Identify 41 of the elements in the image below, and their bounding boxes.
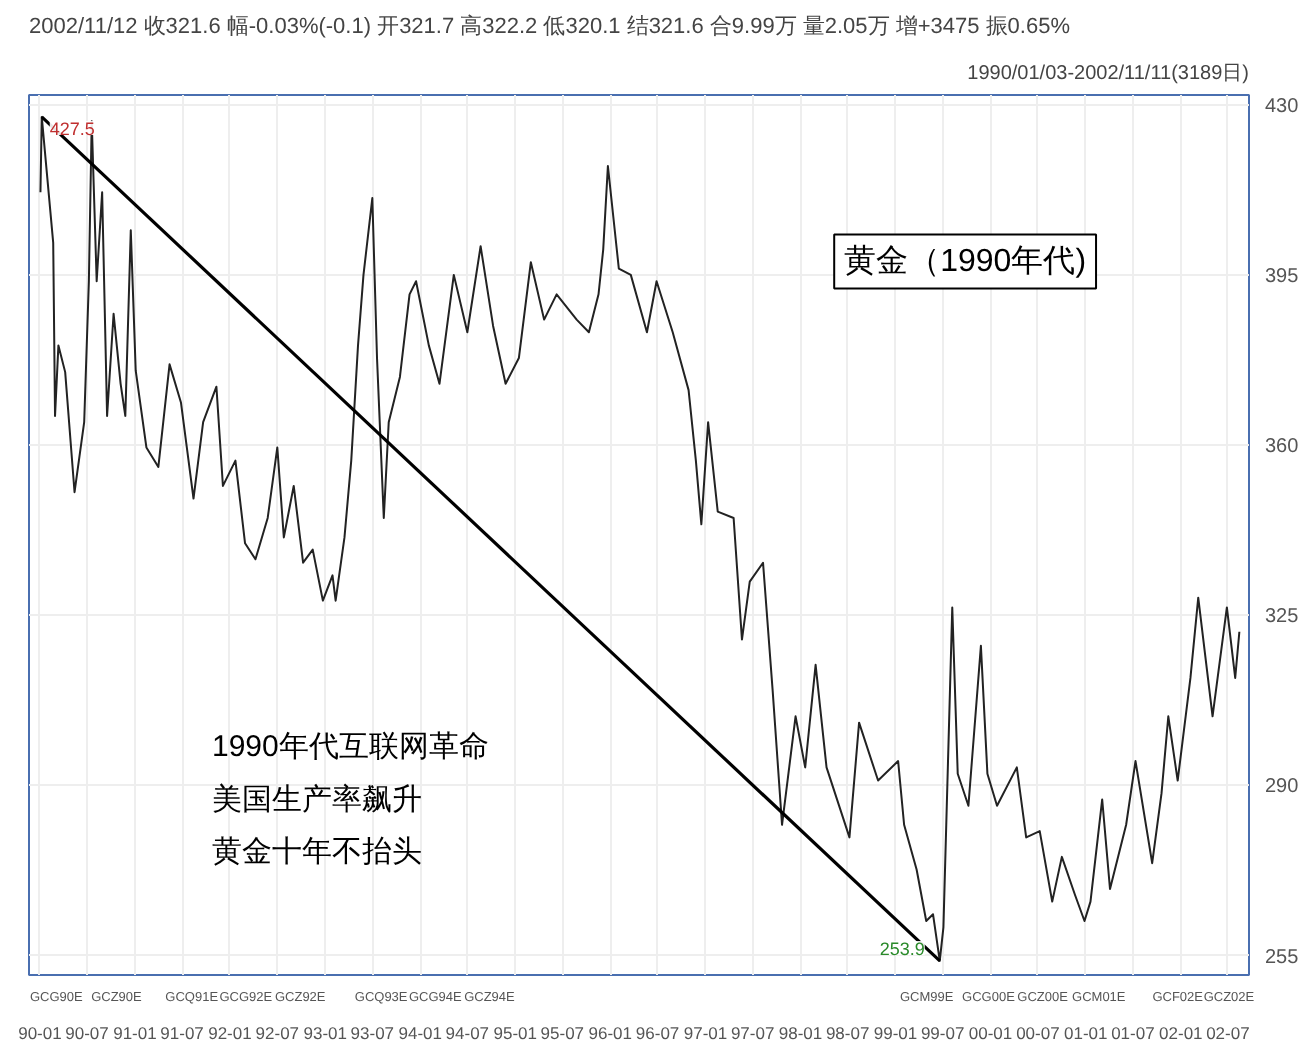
x-tick-label: 94-07: [445, 1023, 490, 1043]
x-tick-label: 98-07: [825, 1023, 870, 1043]
x-tick-label: 96-07: [635, 1023, 680, 1043]
x-tick-label: 93-01: [303, 1023, 348, 1043]
x-tick-label: 92-01: [208, 1023, 253, 1043]
x-tick-label: 99-07: [920, 1023, 965, 1043]
x-tick-label: 96-01: [588, 1023, 633, 1043]
y-tick-label: 430: [1265, 95, 1300, 118]
x-tick-label: 91-07: [160, 1023, 205, 1043]
y-tick-label: 360: [1265, 436, 1300, 459]
x-tick-label: 97-01: [683, 1023, 728, 1043]
x-tick-label: 02-07: [1206, 1023, 1251, 1043]
x-tick-label: 90-01: [18, 1023, 63, 1043]
annotation: 253.9: [879, 938, 925, 959]
annotation: 黄金十年不抬头: [212, 835, 422, 870]
y-tick-label: 290: [1265, 776, 1300, 799]
x-tick-label: 02-01: [1159, 1023, 1204, 1043]
x-tick-label: 01-01: [1064, 1023, 1109, 1043]
annotation: 美国生产率飙升: [212, 782, 422, 817]
x-tick-label: 97-07: [730, 1023, 775, 1043]
x-tick-label: 95-01: [493, 1023, 538, 1043]
chart-subtitle: 1990/01/03-2002/11/11(3189日): [967, 63, 1250, 85]
y-tick-label: 255: [1265, 946, 1300, 969]
x-tick-label: 91-01: [113, 1023, 158, 1043]
annotation: 黄金（1990年代): [844, 242, 1087, 279]
x-tick-label: 00-07: [1016, 1023, 1061, 1043]
x-tick-label: 01-07: [1111, 1023, 1156, 1043]
x-tick-label: 94-01: [398, 1023, 443, 1043]
x-tick-label: 99-01: [873, 1023, 918, 1043]
x-tick-label: 90-07: [65, 1023, 110, 1043]
x-tick-label: 00-01: [968, 1023, 1013, 1043]
annotation: 427.5: [49, 118, 95, 139]
chart-title: 2002/11/12 收321.6 幅-0.03%(-0.1) 开321.7 高322.2 低320.1 结321.6 合9.99万 量2.05万 增+3475 振0.65%: [29, 13, 1071, 39]
x-tick-label: 93-07: [350, 1023, 395, 1043]
x-tick-label: 92-07: [255, 1023, 300, 1043]
x-tick-label: 95-07: [540, 1023, 585, 1043]
line-series: [39, 115, 1241, 962]
annotation: 1990年代互联网革命: [212, 729, 489, 764]
y-tick-label: 395: [1265, 265, 1300, 288]
x-tick-label: 98-01: [778, 1023, 823, 1043]
y-tick-label: 325: [1265, 606, 1300, 629]
